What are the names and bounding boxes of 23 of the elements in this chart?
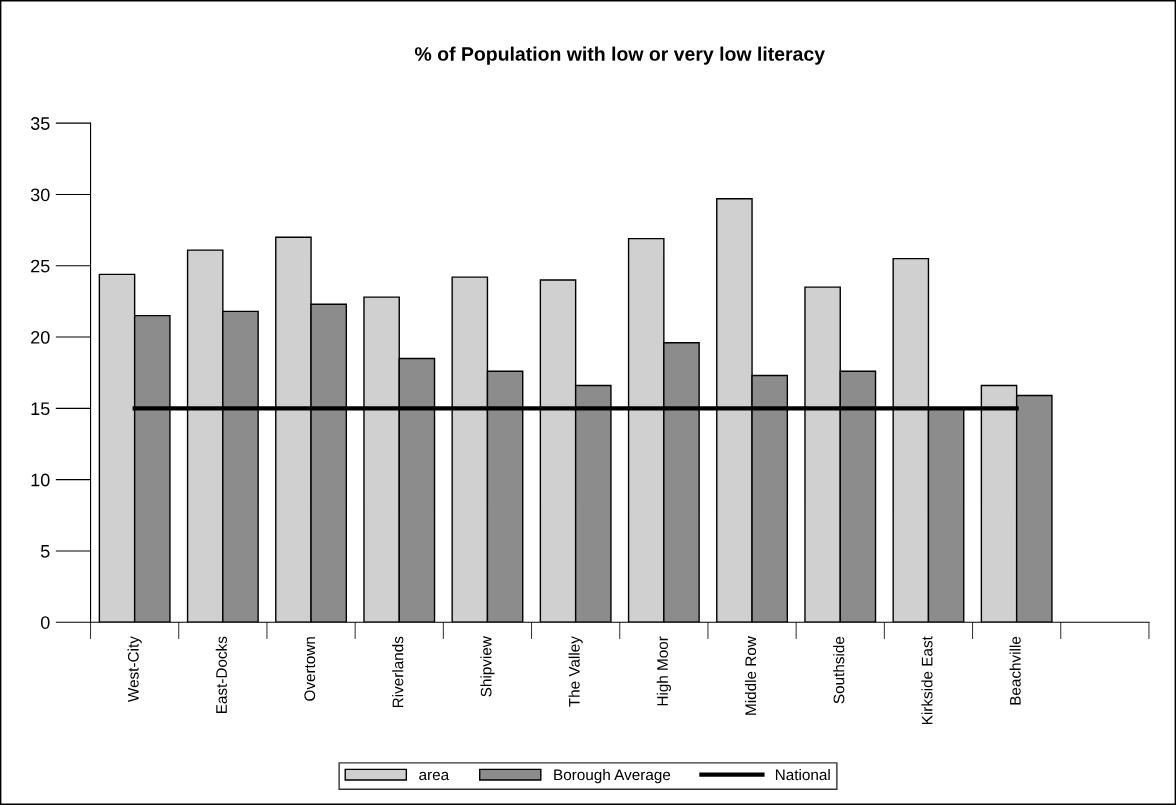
x-tick-label: Middle Row [744, 636, 757, 715]
x-tick-label: Riverlands [392, 636, 404, 708]
y-tick-label: 10 [31, 473, 50, 487]
legend-label: National [775, 768, 830, 781]
chart-title: % of Population with low or very low literacy [414, 46, 825, 65]
x-tick-label: Kirkside East [921, 636, 933, 725]
x-tick-label: West-City [127, 636, 142, 703]
y-tick-label: 30 [30, 188, 50, 202]
y-tick-label: 0 [40, 616, 50, 629]
x-tick-label: Beachville [1009, 636, 1021, 705]
x-tick-label: The Valley [568, 636, 583, 707]
x-tick-label: Overtown [304, 637, 316, 701]
legend-label: Borough Average [554, 768, 671, 784]
y-tick-label: 25 [31, 259, 50, 273]
legend-label: area [419, 771, 450, 781]
x-tick-label: East-Docks [215, 636, 227, 713]
y-tick-label: 35 [30, 117, 50, 130]
x-tick-label: Southside [833, 636, 845, 704]
x-tick-label: Shipview [480, 636, 495, 697]
y-tick-label: 15 [31, 402, 50, 416]
y-tick-label: 5 [40, 545, 50, 558]
x-tick-label: High Moor [656, 636, 671, 706]
y-tick-label: 20 [31, 331, 50, 344]
